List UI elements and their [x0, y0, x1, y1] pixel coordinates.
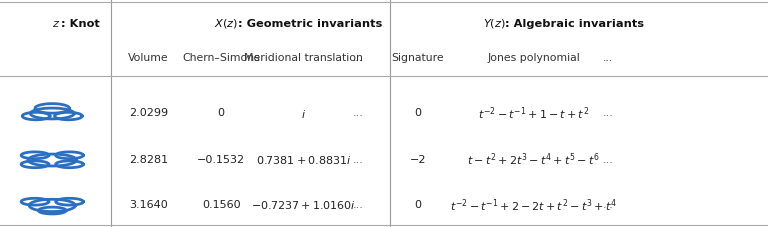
Text: ...: ... — [353, 200, 363, 210]
Text: $i$: $i$ — [301, 108, 306, 119]
Text: −2: −2 — [409, 155, 426, 165]
Text: : Algebraic invariants: : Algebraic invariants — [505, 19, 644, 29]
Text: ...: ... — [603, 155, 614, 165]
Text: Volume: Volume — [128, 53, 168, 63]
Text: 0.1560: 0.1560 — [202, 200, 240, 210]
Text: $Y(z)$: $Y(z)$ — [482, 17, 505, 30]
Text: Meridional translation: Meridional translation — [244, 53, 362, 63]
Text: $t^{-2}-t^{-1}+2-2t+t^{2}-t^{3}+t^{4}$: $t^{-2}-t^{-1}+2-2t+t^{2}-t^{3}+t^{4}$ — [450, 197, 617, 214]
Text: $t-t^{2}+2t^{3}-t^{4}+t^{5}-t^{6}$: $t-t^{2}+2t^{3}-t^{4}+t^{5}-t^{6}$ — [468, 152, 600, 168]
Text: 0: 0 — [217, 109, 225, 118]
Text: $0.7381+0.8831i$: $0.7381+0.8831i$ — [256, 154, 351, 166]
Text: Signature: Signature — [392, 53, 444, 63]
Text: −0.1532: −0.1532 — [197, 155, 245, 165]
Text: ...: ... — [353, 155, 363, 165]
Text: : Knot: : Knot — [61, 19, 100, 29]
Text: 2.8281: 2.8281 — [129, 155, 167, 165]
Text: 3.1640: 3.1640 — [129, 200, 167, 210]
Text: : Geometric invariants: : Geometric invariants — [238, 19, 382, 29]
Text: ...: ... — [603, 53, 614, 63]
Text: ...: ... — [603, 200, 614, 210]
Text: Jones polynomial: Jones polynomial — [488, 53, 580, 63]
Text: ...: ... — [353, 109, 363, 118]
Text: $-0.7237+1.0160i$: $-0.7237+1.0160i$ — [251, 200, 356, 211]
Text: Chern–Simons: Chern–Simons — [182, 53, 260, 63]
Text: $X(z)$: $X(z)$ — [214, 17, 238, 30]
Text: ...: ... — [353, 53, 363, 63]
Text: 0: 0 — [414, 200, 422, 210]
Text: 2.0299: 2.0299 — [129, 109, 167, 118]
Text: ...: ... — [603, 109, 614, 118]
Text: 0: 0 — [414, 109, 422, 118]
Text: $t^{-2}-t^{-1}+1-t+t^{2}$: $t^{-2}-t^{-1}+1-t+t^{2}$ — [478, 105, 589, 122]
Text: $z$: $z$ — [51, 19, 60, 29]
